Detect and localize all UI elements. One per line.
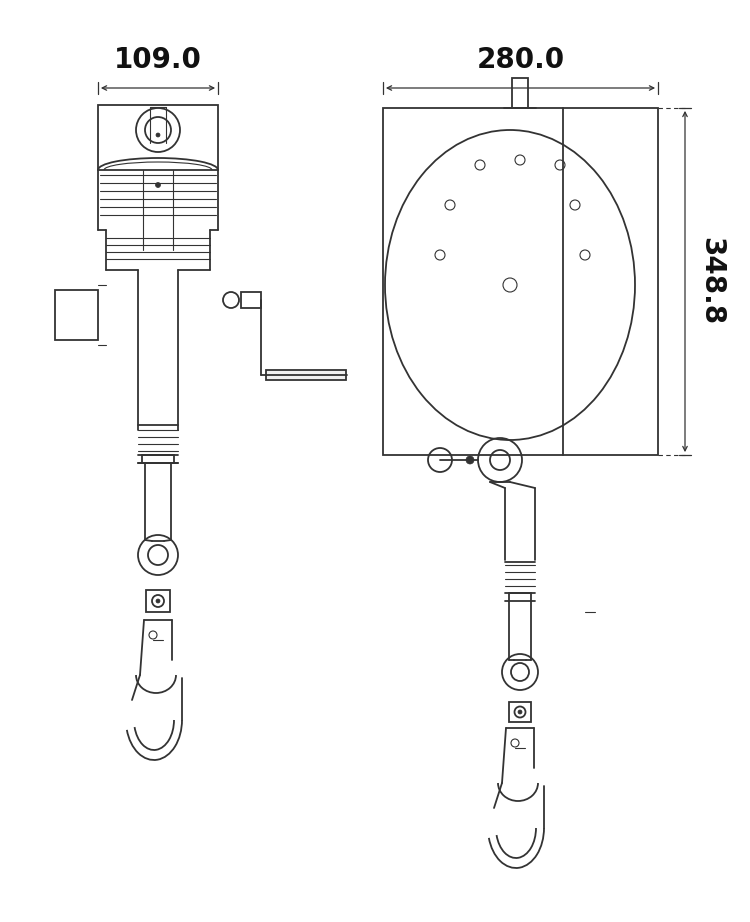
Bar bbox=[241, 292, 261, 308]
Text: 280.0: 280.0 bbox=[476, 46, 565, 74]
Bar bbox=[383, 108, 658, 455]
Text: 109.0: 109.0 bbox=[114, 46, 202, 74]
Bar bbox=[146, 590, 170, 612]
Bar bbox=[512, 78, 528, 108]
Text: 348.8: 348.8 bbox=[697, 238, 725, 325]
Circle shape bbox=[466, 456, 474, 464]
Bar bbox=[55, 290, 98, 340]
Circle shape bbox=[156, 133, 160, 137]
Circle shape bbox=[518, 710, 522, 714]
Bar bbox=[266, 370, 346, 380]
Bar bbox=[142, 455, 174, 463]
Bar bbox=[509, 702, 531, 722]
Bar bbox=[509, 593, 531, 601]
Circle shape bbox=[155, 183, 160, 187]
Circle shape bbox=[156, 599, 160, 603]
Bar bbox=[98, 105, 218, 170]
